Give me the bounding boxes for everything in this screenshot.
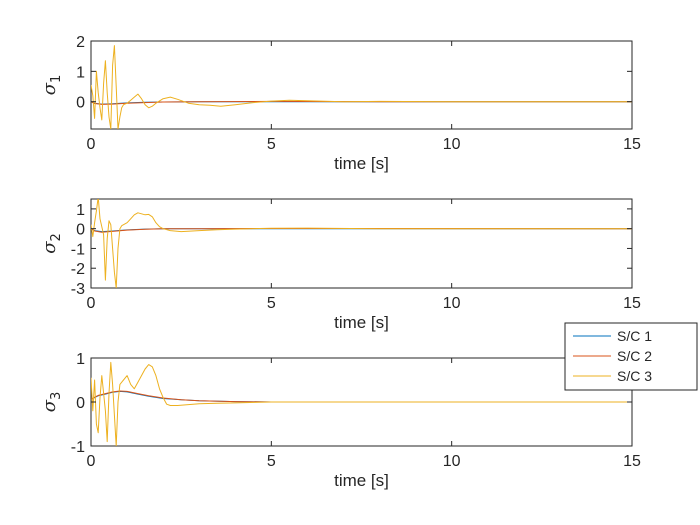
y-tick-label: 1 — [76, 202, 85, 219]
x-axis-label: time [s] — [334, 471, 389, 490]
x-tick-label: 0 — [87, 295, 96, 312]
x-tick-label: 5 — [267, 136, 276, 153]
y-axis-subscript: 3 — [49, 392, 64, 400]
legend-label: S/C 3 — [617, 368, 652, 384]
axes-frame — [90, 198, 633, 289]
y-axis-label: σ3 — [39, 392, 64, 413]
x-tick-label: 15 — [623, 136, 641, 153]
axes-frame — [90, 40, 633, 130]
y-tick-label: 1 — [76, 64, 85, 81]
x-tick-label: 10 — [443, 453, 461, 470]
y-tick-label: 0 — [76, 95, 85, 112]
y-tick-label: -2 — [71, 261, 85, 278]
x-tick-label: 5 — [267, 295, 276, 312]
series-line-s-c-2 — [91, 390, 632, 403]
x-tick-label: 15 — [623, 453, 641, 470]
legend-label: S/C 2 — [617, 348, 652, 364]
x-axis-label: time [s] — [334, 154, 389, 173]
x-tick-label: 0 — [87, 136, 96, 153]
x-tick-label: 0 — [87, 453, 96, 470]
y-tick-label: 0 — [76, 395, 85, 412]
y-axis-symbol: σ — [39, 82, 60, 95]
x-tick-label: 10 — [443, 136, 461, 153]
series-group — [91, 45, 632, 129]
y-axis-symbol: σ — [39, 241, 60, 254]
series-line-s-c-3 — [91, 45, 632, 129]
y-axis-subscript: 1 — [49, 75, 64, 83]
y-axis-label: σ2 — [39, 233, 64, 254]
x-tick-label: 10 — [443, 295, 461, 312]
subplot-sigma-3: 0 5 10 15-101 time [s] σ3 — [39, 351, 641, 490]
y-axis-label: σ1 — [39, 75, 64, 96]
legend-label: S/C 1 — [617, 328, 652, 344]
series-line-s-c-3 — [91, 199, 632, 288]
y-tick-label: 2 — [76, 34, 85, 51]
x-tick-label: 5 — [267, 453, 276, 470]
series-group — [91, 361, 632, 446]
x-axis-label: time [s] — [334, 313, 389, 332]
series-line-s-c-2 — [91, 228, 632, 233]
subplot-sigma-2: 0 5 10 15 -3 -2 -1 0 1 time [s] σ2 — [39, 198, 641, 332]
y-tick-label: -3 — [71, 281, 85, 298]
legend: S/C 1 S/C 2 S/C 3 — [564, 322, 698, 391]
tick-group: 0 5 10 15 0 1 2 — [76, 34, 641, 153]
y-axis-symbol: σ — [39, 399, 60, 412]
tick-group: 0 5 10 15-101 — [71, 351, 641, 470]
x-tick-label: 15 — [623, 295, 641, 312]
y-tick-label: 0 — [76, 222, 85, 239]
y-axis-subscript: 2 — [49, 233, 64, 241]
series-line-s-c-3 — [91, 361, 632, 446]
series-group — [91, 199, 632, 288]
y-tick-label: -1 — [71, 241, 85, 258]
y-tick-label: 1 — [76, 351, 85, 368]
y-tick-label: -1 — [71, 439, 85, 456]
tick-group: 0 5 10 15 -3 -2 -1 0 1 — [71, 199, 641, 312]
